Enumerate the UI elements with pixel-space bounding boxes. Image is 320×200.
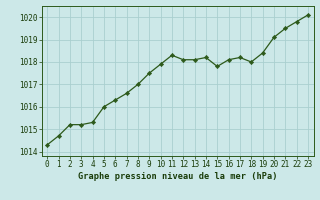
X-axis label: Graphe pression niveau de la mer (hPa): Graphe pression niveau de la mer (hPa)	[78, 172, 277, 181]
